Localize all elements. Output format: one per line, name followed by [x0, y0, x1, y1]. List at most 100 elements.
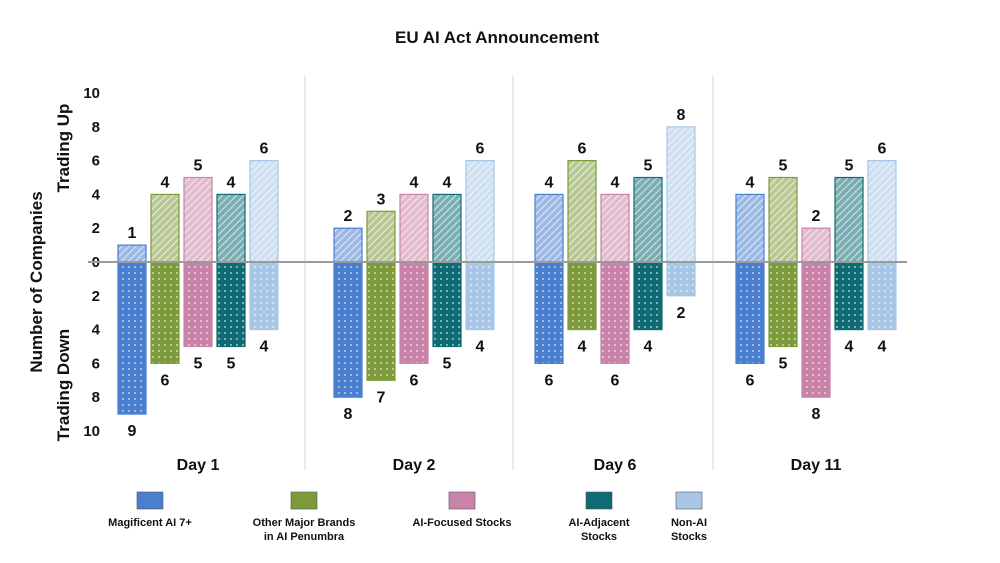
y-tick-label: 10 [83, 423, 100, 440]
bar-down [183, 261, 213, 348]
data-label-down: 4 [644, 339, 653, 356]
data-label-down: 6 [611, 372, 620, 389]
category-label: Day 1 [177, 457, 220, 474]
bar-up [216, 193, 246, 263]
data-label-up: 2 [812, 208, 821, 225]
legend-label: AI-Focused Stocks [412, 517, 511, 529]
chart-title: EU AI Act Announcement [395, 28, 599, 47]
legend-swatch [585, 491, 613, 510]
data-label-down: 6 [410, 372, 419, 389]
bar-down [801, 261, 831, 398]
data-label-down: 6 [746, 372, 755, 389]
legend-label: Magificent AI 7+ [108, 517, 192, 529]
y-tick-label: 6 [92, 355, 100, 372]
legend-label: in AI Penumbra [264, 531, 345, 543]
legend-label: Stocks [671, 531, 707, 543]
bar-down [117, 261, 147, 415]
bar-down [567, 261, 597, 331]
data-label-up: 4 [227, 174, 236, 191]
category-label: Day 2 [393, 457, 436, 474]
bar-up [666, 126, 696, 263]
data-label-up: 4 [410, 174, 419, 191]
data-label-up: 5 [845, 158, 854, 175]
data-label-down: 7 [377, 389, 386, 406]
y-tick-label: 2 [92, 220, 100, 237]
bar-down [333, 261, 363, 398]
data-labels: 1 9 4 6 5 5 4 5 6 4 2 8 3 7 4 6 4 5 6 4 4 6 6 4 4 6 5 4 8 2 4 6 5 5 2 8 5 4 6 4 [128, 107, 887, 440]
bar-up [534, 193, 564, 263]
data-label-down: 6 [545, 372, 554, 389]
bar-up [333, 227, 363, 263]
bar-up [249, 160, 279, 263]
data-label-up: 6 [260, 141, 269, 158]
bar-down [867, 261, 897, 331]
bar-up [834, 176, 864, 263]
bar-up [801, 227, 831, 263]
data-label-up: 4 [545, 174, 554, 191]
bar-up [567, 160, 597, 263]
y-tick-label: 8 [92, 389, 100, 406]
data-label-up: 6 [878, 141, 887, 158]
legend-label: Other Major Brands [253, 517, 356, 529]
data-label-up: 3 [377, 191, 386, 208]
data-label-down: 2 [677, 305, 686, 322]
data-label-up: 8 [677, 107, 686, 124]
data-label-up: 5 [194, 158, 203, 175]
bar-up [768, 176, 798, 263]
y-tick-label: 4 [92, 322, 101, 339]
bar-down [666, 261, 696, 297]
data-label-up: 2 [344, 208, 353, 225]
category-label: Day 6 [594, 457, 637, 474]
data-label-down: 5 [779, 356, 788, 373]
data-label-down: 4 [845, 339, 854, 356]
data-label-up: 4 [746, 174, 755, 191]
bar-up [633, 176, 663, 263]
bar-up [465, 160, 495, 263]
y-tick-label: 10 [83, 85, 100, 102]
data-label-up: 5 [779, 158, 788, 175]
bar-up [399, 193, 429, 263]
bar-down [465, 261, 495, 331]
data-label-down: 4 [476, 339, 485, 356]
y-axis-label-down: Trading Down [54, 329, 73, 441]
group-dividers [304, 76, 714, 470]
legend-label: AI-Adjacent [568, 517, 629, 529]
data-label-down: 4 [578, 339, 587, 356]
bar-up [600, 193, 630, 263]
data-label-up: 6 [476, 141, 485, 158]
bar-down [534, 261, 564, 365]
data-label-up: 4 [443, 174, 452, 191]
bar-down [735, 261, 765, 365]
data-label-down: 8 [812, 406, 821, 423]
data-label-up: 5 [644, 158, 653, 175]
bar-up [432, 193, 462, 263]
data-label-down: 5 [443, 356, 452, 373]
bar-up [150, 193, 180, 263]
legend: Magificent AI 7+ Other Major Brands in AI … [108, 491, 707, 543]
data-label-down: 9 [128, 423, 137, 440]
legend-label: Stocks [581, 531, 617, 543]
data-label-down: 4 [260, 339, 269, 356]
bar-up [735, 193, 765, 263]
bar-down [432, 261, 462, 348]
bar-down [216, 261, 246, 348]
data-label-down: 6 [161, 372, 170, 389]
bar-down [768, 261, 798, 348]
legend-swatch [448, 491, 476, 510]
bars [117, 126, 897, 415]
data-label-up: 4 [611, 174, 620, 191]
data-label-down: 5 [194, 356, 203, 373]
bar-down [150, 261, 180, 365]
y-tick-label: 8 [92, 119, 100, 136]
bar-down [366, 261, 396, 381]
bar-down [633, 261, 663, 331]
bar-up [867, 160, 897, 263]
bar-up [183, 176, 213, 263]
bar-down [834, 261, 864, 331]
data-label-up: 4 [161, 174, 170, 191]
legend-swatch [675, 491, 703, 510]
data-label-up: 6 [578, 141, 587, 158]
data-label-down: 5 [227, 356, 236, 373]
legend-swatch [136, 491, 164, 510]
